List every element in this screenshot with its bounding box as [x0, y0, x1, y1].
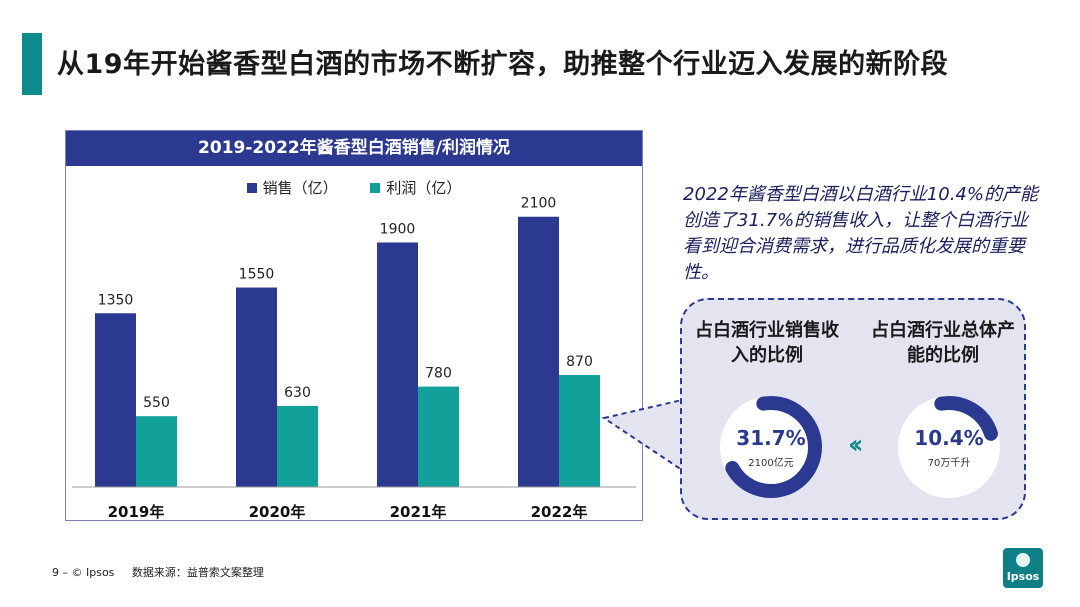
bar-profit-0	[136, 416, 177, 487]
page-number: 9 –	[52, 566, 68, 579]
title-accent-bar	[22, 33, 42, 95]
bar-profit-3	[559, 375, 600, 487]
donut-arc-1	[898, 396, 1000, 498]
bar-sales-1	[236, 287, 277, 487]
legend-item-profit: 利润（亿）	[370, 177, 461, 198]
double-chevron-left-icon: ‹‹	[848, 430, 864, 460]
bar-profit-2	[418, 386, 459, 487]
data-label-sales-1: 1550	[239, 267, 275, 283]
legend-swatch-sales	[246, 182, 257, 193]
legend-label-sales: 销售（亿）	[262, 179, 338, 197]
legend-swatch-profit	[370, 182, 381, 193]
chart-legend: 销售（亿） 利润（亿）	[66, 177, 642, 198]
stat-value-sales-share: 31.7%	[736, 426, 806, 450]
x-tick-label-0: 2019年	[108, 503, 165, 520]
stat-value-capacity-share: 10.4%	[914, 426, 984, 450]
bar-sales-2	[377, 242, 418, 487]
stat-sub-capacity-share: 70万千升	[927, 458, 971, 469]
copyright: © Ipsos	[71, 566, 115, 579]
data-label-sales-2: 1900	[380, 221, 416, 237]
data-label-profit-2: 780	[425, 366, 452, 382]
data-label-sales-3: 2100	[521, 196, 557, 212]
bar-sales-0	[95, 313, 136, 487]
x-tick-label-2: 2021年	[390, 503, 447, 520]
stat-sub-sales-share: 2100亿元	[748, 458, 794, 469]
data-source: 数据来源：益普索文案整理	[131, 566, 264, 579]
insight-text: 2022年酱香型白酒以白酒行业10.4%的产能创造了31.7%的销售收入，让整个…	[683, 184, 1038, 283]
x-tick-label-1: 2020年	[249, 503, 306, 520]
donut-capacity-share: 10.4% 70万千升	[894, 392, 1004, 502]
page-title: 从19年开始酱香型白酒的市场不断扩容，助推整个行业迈入发展的新阶段	[57, 49, 949, 80]
x-tick-label-3: 2022年	[531, 503, 588, 520]
bar-chart: 1350 550 2019年 1550 630 2020年 1900 780 2021年 2100…	[72, 196, 636, 520]
legend-item-sales: 销售（亿）	[246, 177, 338, 198]
chart-panel: 2019-2022年酱香型白酒销售/利润情况 销售（亿） 利润（亿） 1350 5…	[65, 130, 643, 521]
data-label-profit-3: 870	[566, 354, 593, 370]
donut-arc-0	[720, 396, 822, 498]
data-label-profit-0: 550	[143, 395, 170, 411]
legend-label-profit: 利润（亿）	[386, 179, 462, 197]
stat-title-capacity-share: 占白酒行业总体产能的比例	[871, 320, 1015, 366]
bar-profit-1	[277, 405, 318, 487]
footer: 9 – © Ipsos 数据来源：益普索文案整理	[52, 564, 264, 580]
stat-title-sales-share: 占白酒行业销售收入的比例	[695, 320, 839, 366]
bar-sales-3	[518, 216, 559, 487]
data-label-profit-1: 630	[284, 385, 311, 401]
chart-title: 2019-2022年酱香型白酒销售/利润情况	[66, 131, 642, 166]
donut-sales-share: 31.7% 2100亿元	[716, 392, 826, 502]
data-label-sales-0: 1350	[98, 292, 134, 308]
ipsos-logo: Ipsos	[1003, 548, 1043, 588]
